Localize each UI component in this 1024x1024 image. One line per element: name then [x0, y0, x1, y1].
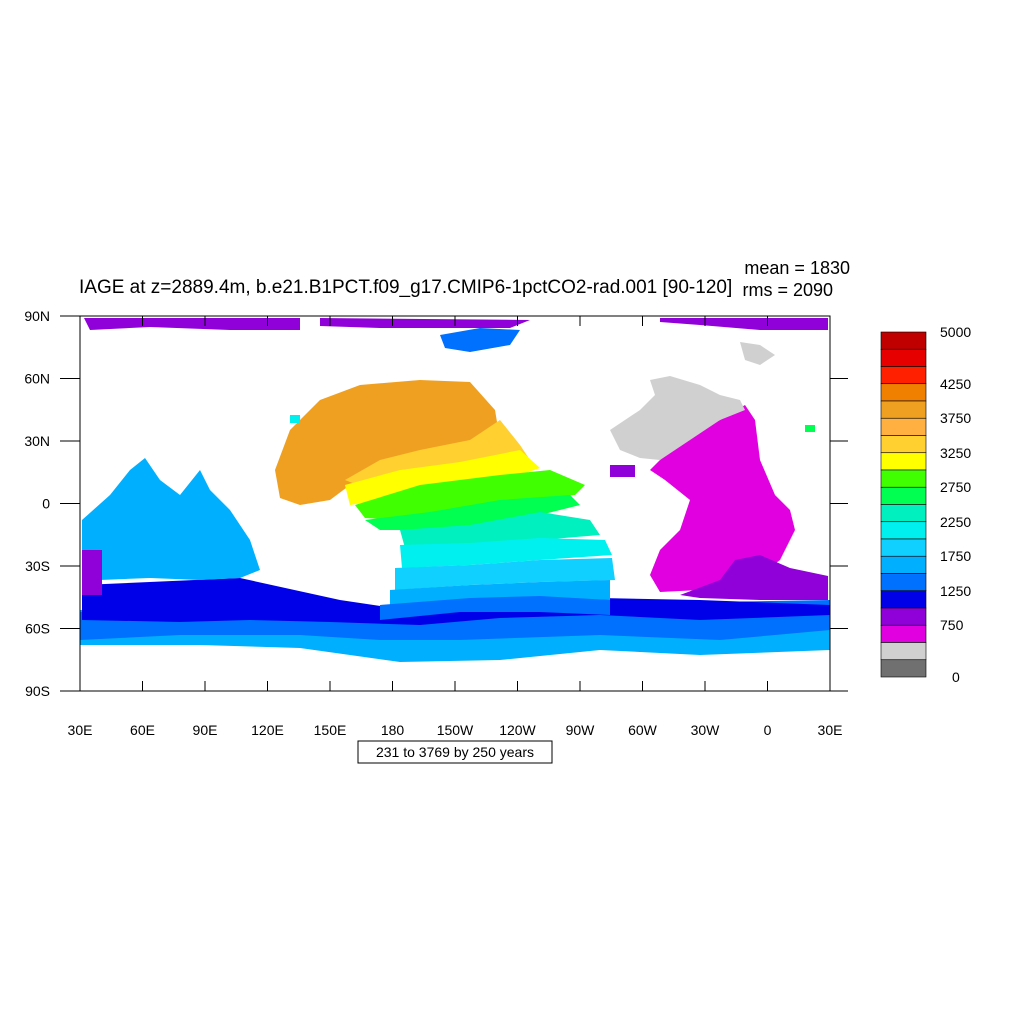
colorbar-swatch	[880, 573, 927, 592]
x-tick-label: 90W	[566, 722, 596, 738]
x-tick-label: 60W	[628, 722, 658, 738]
x-tick-label: 120E	[251, 722, 284, 738]
colorbar-label: 0	[952, 669, 960, 685]
pacific-2000-region	[400, 538, 612, 568]
arctic-750-strip-east	[660, 318, 828, 330]
colorbar-swatch	[880, 383, 927, 402]
southern-ocean-1000-band	[82, 578, 830, 625]
x-tick-label: 60E	[130, 722, 155, 738]
colorbar-label: 1250	[940, 583, 971, 599]
colorbar-swatch	[880, 538, 927, 557]
pacific-2500-region	[365, 495, 580, 530]
colorbar-swatch	[880, 400, 927, 419]
colorbar-label: 4250	[940, 376, 971, 392]
plot-title: IAGE at z=2889.4m, b.e21.B1PCT.f09_g17.C…	[79, 277, 732, 298]
x-tick-labels: 30E 60E 90E 120E 150E 180 150W 120W 90W …	[68, 722, 843, 738]
x-tick-label: 150W	[437, 722, 474, 738]
colorbar-label: 2250	[940, 514, 971, 530]
y-tick-label: 60S	[25, 621, 50, 637]
y-tick-label: 30S	[25, 558, 50, 574]
y-tick-labels: 90N 60N 30N 0 30S 60S 90S	[24, 308, 50, 699]
indian-ocean-1750-region	[82, 458, 260, 585]
x-tick-label: 120W	[499, 722, 536, 738]
colorbar-swatch	[880, 452, 927, 471]
small-cyan-patch	[290, 415, 300, 423]
x-tick-label: 0	[764, 722, 772, 738]
colorbar-swatch	[880, 590, 927, 609]
x-tick-label: 150E	[314, 722, 347, 738]
pacific-1750-region	[395, 558, 615, 590]
mean-label: mean = 1830	[744, 258, 850, 278]
colorbar-swatch	[880, 469, 927, 488]
y-tick-label: 0	[42, 496, 50, 512]
south-atlantic-edge-patch	[82, 550, 102, 595]
pacific-3000-region	[345, 450, 540, 505]
colorbar-label: 1750	[940, 548, 971, 564]
x-tick-label: 180	[381, 722, 405, 738]
pacific-1250-region	[380, 596, 610, 620]
pacific-2750-region	[355, 470, 585, 520]
pacific-3500-region	[275, 380, 500, 505]
colorbar-label: 750	[940, 617, 964, 633]
colorbar-swatch	[880, 607, 927, 626]
y-tick-label: 90N	[24, 308, 50, 324]
rms-label: rms = 2090	[742, 280, 833, 300]
colorbar-swatch	[880, 659, 927, 678]
colorbar-label: 3250	[940, 445, 971, 461]
small-green-patch	[805, 425, 815, 432]
south-atlantic-750-region	[680, 555, 828, 600]
colorbar-label: 3750	[940, 410, 971, 426]
colorbar-labels: 5000 4250 3750 3250 2750 2250 1750 1250 …	[940, 324, 971, 685]
ocean-age-field	[80, 316, 830, 691]
arctic-750-strip-west	[84, 318, 300, 330]
contour-info-box	[357, 740, 553, 764]
arctic-750-strip-mid	[320, 318, 530, 328]
colorbar-swatch	[880, 624, 927, 643]
colorbar-swatch	[880, 348, 927, 367]
colorbar-swatch	[880, 521, 927, 540]
arctic-1250-patch	[440, 328, 520, 352]
equatorial-patch	[610, 465, 635, 477]
colorbar-swatch	[880, 331, 927, 350]
x-tick-label: 30E	[68, 722, 93, 738]
missing-data-arctic	[740, 342, 775, 365]
atlantic-500-region	[650, 405, 795, 592]
colorbar-swatch	[880, 504, 927, 523]
missing-data-north-atlantic	[610, 376, 745, 460]
colorbar-swatch	[880, 486, 927, 505]
colorbar-label: 5000	[940, 324, 971, 340]
colorbar-swatch	[880, 642, 927, 661]
x-tick-label: 90E	[193, 722, 218, 738]
y-tick-label: 30N	[24, 433, 50, 449]
colorbar-swatch	[880, 366, 927, 385]
x-tick-label: 30E	[818, 722, 843, 738]
colorbar	[880, 331, 927, 678]
axis-ticks	[60, 315, 848, 692]
y-tick-label: 90S	[25, 683, 50, 699]
y-tick-label: 60N	[24, 371, 50, 387]
colorbar-swatch	[880, 435, 927, 454]
colorbar-label: 2750	[940, 479, 971, 495]
colorbar-swatch	[880, 417, 927, 436]
colorbar-swatch	[880, 555, 927, 574]
x-tick-label: 30W	[691, 722, 721, 738]
contour-info-label: 231 to 3769 by 250 years	[376, 744, 534, 760]
